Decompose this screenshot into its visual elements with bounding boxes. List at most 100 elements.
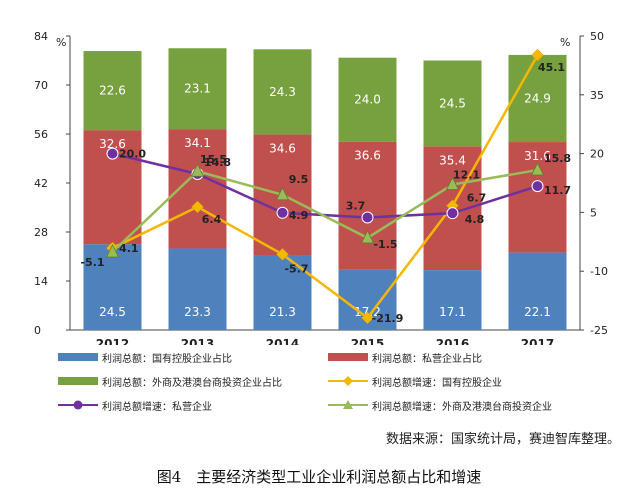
x-tick-label: 2017: [521, 337, 554, 345]
left-tick-label: 56: [34, 128, 48, 141]
legend-swatch-green: [58, 377, 98, 385]
line-point-triangle: [530, 162, 545, 176]
right-tick-label: 5: [590, 206, 597, 219]
line-point-triangle: [445, 176, 460, 190]
bar-value-label: 24.0: [354, 93, 381, 107]
legend-swatch-blue: [58, 353, 98, 361]
series-line: [111, 168, 538, 253]
line-value-label: -4.1: [114, 242, 138, 255]
left-tick-label: 70: [34, 79, 48, 92]
bar-value-label: 34.1: [184, 136, 211, 150]
bar-value-label: 24.9: [524, 91, 551, 105]
left-tick-label: 42: [34, 177, 48, 190]
legend-item-foreign-share: 利润总额：外商及港澳台商投资企业占比: [58, 372, 282, 390]
legend-item-soe-growth: 利润总额增速：国有控股企业: [328, 372, 502, 390]
line-point-circle: [531, 180, 544, 193]
legend-label: 利润总额：国有控股企业占比: [102, 353, 232, 365]
legend-label: 利润总额：私营企业占比: [372, 353, 482, 365]
bar-value-label: 24.3: [269, 85, 296, 99]
left-tick-label: 84: [34, 30, 48, 43]
line-point-diamond: [276, 247, 289, 261]
left-tick-label: 28: [34, 226, 48, 239]
bar-segment: [508, 54, 567, 143]
line-point-diamond: [531, 48, 544, 62]
bar-value-label: 17.1: [439, 305, 466, 319]
legend-item-private-growth: 利润总额增速：私营企业: [58, 396, 212, 414]
legend-label: 利润总额增速：外商及港澳台商投资企业: [372, 401, 552, 413]
chart-legend: 利润总额：国有控股企业占比 利润总额：私营企业占比 利润总额：外商及港澳台商投资…: [58, 348, 598, 420]
line-value-label: 4.9: [289, 209, 309, 222]
bar-segment: [83, 244, 142, 330]
data-source-note: 数据来源：国家统计局，赛迪智库整理。: [385, 432, 620, 447]
legend-swatch-red: [328, 353, 368, 361]
line-value-label: 6.4: [202, 213, 222, 226]
x-tick-label: 2015: [351, 337, 384, 345]
line-value-label: 15.8: [544, 152, 571, 165]
line-value-label: -21.9: [372, 312, 404, 325]
left-axis-unit: %: [56, 36, 66, 49]
legend-item-soe-share: 利润总额：国有控股企业占比: [58, 348, 232, 366]
line-value-label: 4.8: [465, 213, 485, 226]
legend-label: 利润总额增速：国有控股企业: [372, 377, 502, 389]
x-tick-label: 2013: [181, 337, 214, 345]
bar-value-label: 34.6: [269, 141, 296, 155]
x-tick-label: 2014: [266, 337, 299, 345]
bar-segment: [508, 142, 567, 253]
line-value-label: -5.7: [284, 262, 308, 275]
combo-chart: 0 14 28 42 56 70 84 % -25 -10 5 20 35 50% 2012 2013 2014…: [34, 30, 608, 345]
legend-item-private-share: 利润总额：私营企业占比: [328, 348, 482, 366]
line-value-label: 12.1: [453, 169, 480, 182]
line-point-circle: [446, 207, 459, 220]
line-value-label: 3.7: [346, 199, 366, 212]
legend-line-triangle-icon: [328, 400, 368, 409]
figure-caption: 图4 主要经济类型工业企业利润总额占比和增速: [156, 468, 482, 486]
legend-label: 利润总额增速：私营企业: [102, 401, 212, 413]
legend-label: 利润总额：外商及港澳台商投资企业占比: [102, 377, 282, 389]
bar-value-label: 32.6: [99, 137, 126, 151]
line-point-diamond: [361, 311, 374, 325]
line-point-circle: [106, 147, 119, 160]
bar-segment: [168, 48, 227, 130]
line-point-circle: [276, 206, 289, 219]
bar-value-label: 35.4: [439, 153, 466, 167]
line-value-label: -1.5: [373, 238, 397, 251]
bar-value-label: 23.3: [184, 305, 211, 319]
legend-line-diamond-icon: [328, 376, 368, 386]
right-axis-unit: %: [560, 36, 570, 49]
bar-value-label: 36.6: [354, 149, 381, 163]
line-point-triangle: [360, 229, 375, 244]
line-point-triangle: [105, 244, 120, 258]
bar-segment: [338, 57, 397, 142]
legend-item-foreign-growth: 利润总额增速：外商及港澳台商投资企业: [328, 396, 552, 414]
x-tick-label: 2016: [436, 337, 469, 345]
x-tick-label: 2012: [96, 337, 129, 345]
line-value-label: -5.1: [80, 256, 104, 269]
line-value-label: 9.5: [289, 173, 309, 186]
bar-segment: [83, 51, 142, 131]
bar-segment: [253, 49, 312, 135]
line-value-label: 20.0: [119, 148, 146, 161]
right-tick-label: 35: [590, 89, 604, 102]
right-tick-label: -10: [590, 265, 608, 278]
bar-segment: [168, 248, 227, 330]
left-tick-label: 0: [34, 324, 41, 337]
line-point-circle: [361, 211, 374, 224]
bar-value-label: 22.6: [99, 84, 126, 98]
bar-segment: [338, 141, 397, 270]
line-value-label: 15.5: [200, 153, 227, 166]
right-tick-label: 20: [590, 148, 604, 161]
left-tick-label: 14: [34, 275, 48, 288]
series-line: [111, 54, 539, 320]
bar-value-label: 21.3: [269, 305, 296, 319]
bar-segment: [423, 60, 482, 147]
line-value-label: 11.7: [544, 184, 571, 197]
bar-value-label: 24.5: [439, 96, 466, 110]
bar-segment: [508, 252, 567, 330]
line-value-label: 14.8: [204, 156, 231, 169]
right-tick-label: -25: [590, 324, 608, 337]
line-point-triangle: [190, 163, 205, 177]
bar-value-label: 31.6: [524, 149, 551, 163]
bar-segment: [423, 270, 482, 330]
bar-value-label: 23.1: [184, 82, 211, 96]
line-point-triangle: [275, 186, 290, 201]
